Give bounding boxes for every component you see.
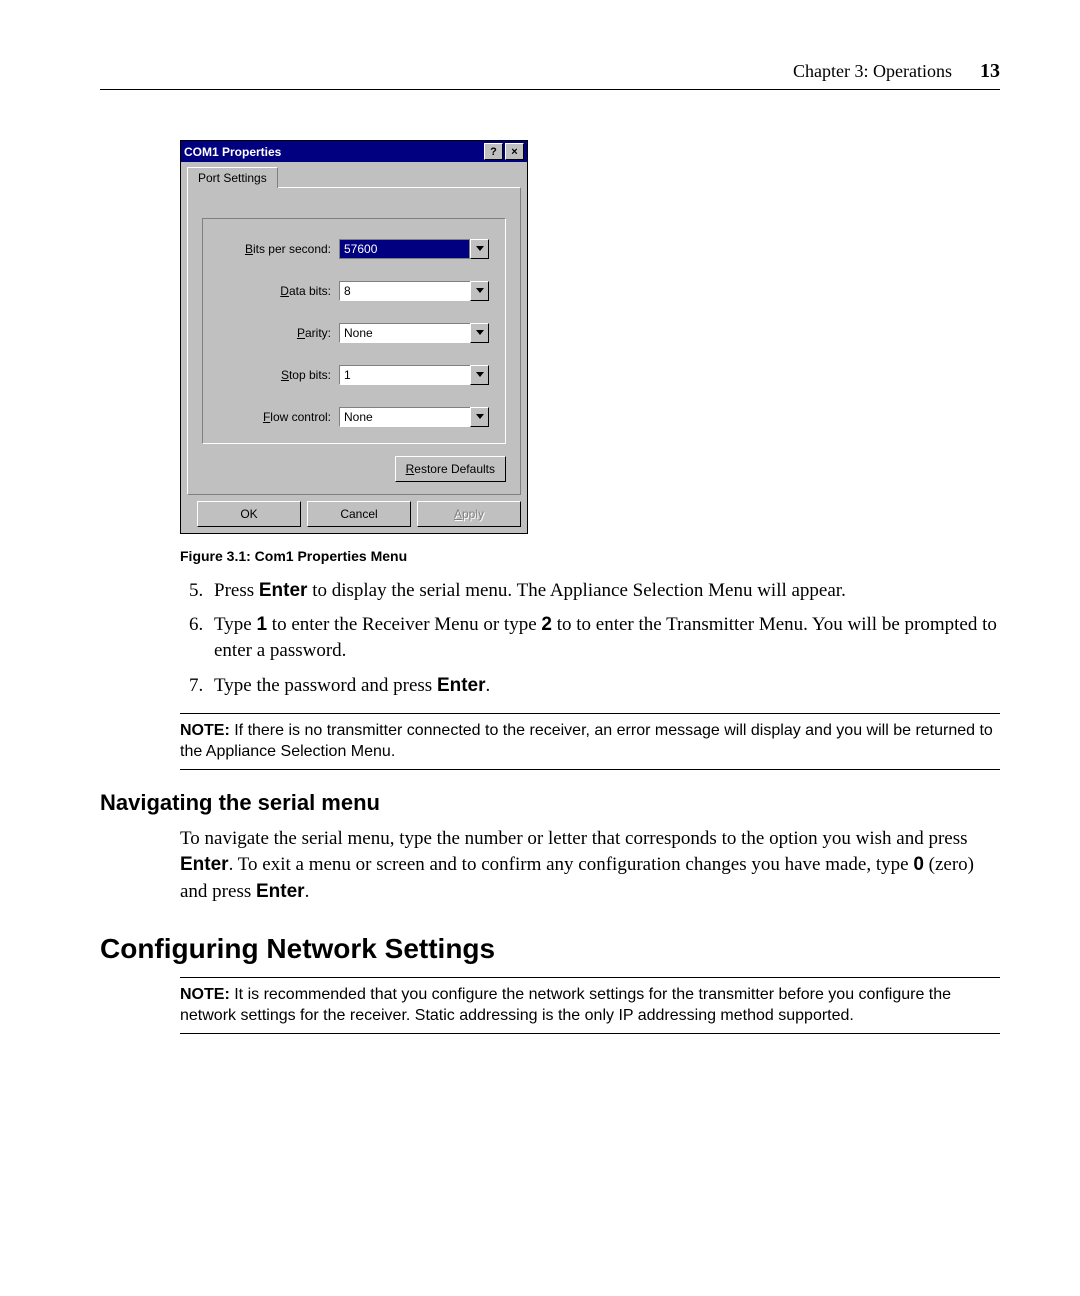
value-bits-per-second[interactable]: 57600	[339, 239, 470, 259]
ok-button[interactable]: OK	[197, 501, 301, 527]
step-6: Type 1 to enter the Receiver Menu or typ…	[208, 612, 1000, 664]
value-stop-bits[interactable]: 1	[339, 365, 470, 385]
header-page-number: 13	[980, 60, 1000, 83]
label-data-bits: Data bits:	[219, 284, 339, 298]
chevron-down-icon[interactable]	[470, 323, 489, 343]
tab-port-settings[interactable]: Port Settings	[187, 167, 278, 188]
apply-button[interactable]: Apply	[417, 501, 521, 527]
value-flow-control[interactable]: None	[339, 407, 470, 427]
combo-stop-bits[interactable]: 1	[339, 365, 489, 385]
subheading-navigating: Navigating the serial menu	[100, 790, 1000, 816]
row-data-bits: Data bits: 8	[219, 281, 489, 301]
row-bits-per-second: Bits per second: 57600	[219, 239, 489, 259]
heading-configuring-network: Configuring Network Settings	[100, 933, 1000, 965]
row-flow-control: Flow control: None	[219, 407, 489, 427]
chevron-down-icon[interactable]	[470, 239, 489, 259]
note-label: NOTE:	[180, 986, 230, 1003]
help-icon[interactable]: ?	[484, 143, 503, 160]
dialog-titlebar: COM1 Properties ? ×	[181, 141, 527, 162]
com1-properties-dialog: COM1 Properties ? × Port Settings Bits p…	[180, 140, 528, 534]
header-chapter: Chapter 3: Operations	[793, 61, 952, 82]
page-header: Chapter 3: Operations 13	[100, 60, 1000, 90]
combo-data-bits[interactable]: 8	[339, 281, 489, 301]
paragraph-navigating: To navigate the serial menu, type the nu…	[180, 826, 1000, 905]
chevron-down-icon[interactable]	[470, 407, 489, 427]
note-block-1: NOTE: If there is no transmitter connect…	[180, 713, 1000, 770]
dialog-title: COM1 Properties	[184, 145, 482, 159]
combo-flow-control[interactable]: None	[339, 407, 489, 427]
cancel-button[interactable]: Cancel	[307, 501, 411, 527]
label-bits-per-second: Bits per second:	[219, 242, 339, 256]
value-parity[interactable]: None	[339, 323, 470, 343]
restore-defaults-button[interactable]: Restore Defaults	[395, 456, 506, 482]
step-5: Press Enter to display the serial menu. …	[208, 578, 1000, 604]
note-label: NOTE:	[180, 722, 230, 739]
figure-caption: Figure 3.1: Com1 Properties Menu	[180, 548, 1000, 564]
steps-list: Press Enter to display the serial menu. …	[180, 578, 1000, 699]
chevron-down-icon[interactable]	[470, 281, 489, 301]
chevron-down-icon[interactable]	[470, 365, 489, 385]
row-stop-bits: Stop bits: 1	[219, 365, 489, 385]
step-7: Type the password and press Enter.	[208, 673, 1000, 699]
close-icon[interactable]: ×	[505, 143, 524, 160]
note-text: If there is no transmitter connected to …	[180, 722, 993, 761]
port-settings-panel: Bits per second: 57600 Data bits: 8	[187, 187, 521, 495]
settings-group: Bits per second: 57600 Data bits: 8	[202, 218, 506, 444]
value-data-bits[interactable]: 8	[339, 281, 470, 301]
label-parity: Parity:	[219, 326, 339, 340]
note-text: It is recommended that you configure the…	[180, 986, 951, 1025]
note-block-2: NOTE: It is recommended that you configu…	[180, 977, 1000, 1034]
label-flow-control: Flow control:	[219, 410, 339, 424]
combo-parity[interactable]: None	[339, 323, 489, 343]
combo-bits-per-second[interactable]: 57600	[339, 239, 489, 259]
row-parity: Parity: None	[219, 323, 489, 343]
label-stop-bits: Stop bits:	[219, 368, 339, 382]
